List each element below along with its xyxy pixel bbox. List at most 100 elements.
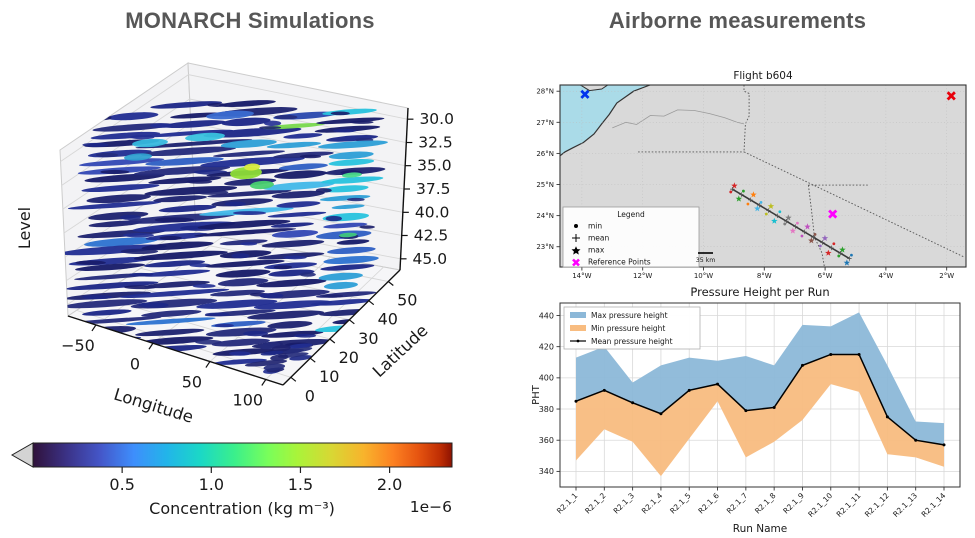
pressure-ylabel: PHT [531, 384, 542, 405]
svg-text:1.0: 1.0 [199, 475, 224, 494]
track-max-marker [825, 249, 832, 256]
colorbar-gradient [32, 442, 453, 468]
run-tick-label: R2.1_13 [891, 491, 919, 519]
svg-text:8°W: 8°W [757, 272, 772, 280]
reference-point-marker [580, 89, 590, 99]
right-panel-title: Airborne measurements [608, 8, 867, 33]
flight-track [580, 89, 956, 266]
svg-text:50: 50 [182, 373, 202, 392]
run-tick-label: R2.1_3 [612, 491, 637, 516]
svg-text:45.0: 45.0 [413, 250, 448, 268]
svg-text:0.5: 0.5 [109, 475, 134, 494]
run-tick-label: R2.1_7 [725, 491, 750, 516]
map-ocean [560, 85, 650, 156]
svg-text:24°N: 24°N [536, 212, 554, 220]
track-max-marker [731, 182, 738, 189]
scale-bar-label: 35 km [696, 257, 715, 264]
svg-text:420: 420 [539, 342, 554, 351]
reference-points-icon [572, 258, 580, 267]
svg-text:0: 0 [130, 354, 140, 373]
svg-text:380: 380 [539, 405, 554, 414]
run-tick-label: R2.1_10 [806, 491, 834, 519]
reference-point-marker [946, 91, 956, 101]
svg-text:10: 10 [319, 367, 339, 386]
left-panel-title: MONARCH Simulations [125, 8, 375, 33]
run-tick-label: R2.1_12 [863, 491, 891, 519]
svg-text:40.0: 40.0 [415, 203, 450, 221]
svg-text:37.5: 37.5 [416, 180, 451, 198]
track-max-marker [804, 223, 811, 230]
run-tick-label: R2.1_5 [668, 491, 693, 516]
svg-text:30: 30 [358, 329, 378, 348]
svg-text:100: 100 [233, 390, 264, 409]
svg-text:30.0: 30.0 [419, 110, 454, 128]
svg-text:1.5: 1.5 [288, 475, 313, 494]
legend-label-max: max [588, 246, 605, 255]
country-borders [638, 85, 964, 267]
svg-text:27°N: 27°N [536, 119, 554, 127]
svg-text:42.5: 42.5 [414, 226, 449, 244]
legend-label-min-pressure: Min pressure height [591, 324, 665, 333]
svg-text:−50: −50 [61, 336, 95, 355]
track-max-marker [754, 205, 761, 212]
svg-text:2.0: 2.0 [377, 475, 402, 494]
pressure-frame [559, 302, 961, 488]
track-max-marker [843, 259, 851, 266]
region-line [612, 109, 745, 129]
max-marker-icon [571, 246, 581, 255]
svg-text:50: 50 [397, 291, 417, 310]
map-title: Flight b604 [733, 70, 793, 82]
run-tick-label: R2.1_14 [920, 491, 948, 519]
svg-text:0: 0 [305, 386, 315, 405]
map-legend: Legend min mean max Reference Points [562, 206, 700, 268]
track-max-marker [785, 214, 792, 221]
svg-text:10°W: 10°W [694, 272, 713, 280]
svg-text:6°W: 6°W [818, 272, 833, 280]
track-max-marker [771, 217, 778, 224]
z-axis-label: Level [15, 207, 34, 249]
svg-text:400: 400 [539, 374, 554, 383]
legend-label-mean: mean [588, 234, 610, 243]
pressure-height-chart: Pressure Height per Run 340 360 380 400 420 4… [531, 285, 961, 535]
run-tick-label: R2.1_8 [753, 491, 778, 516]
flight-map-chart: Flight b604 14°W 12°W 10°W 8°W 6°W 4°W 2°W 28°N… [536, 70, 967, 280]
colorbar: 0.5 1.0 1.5 2.0 Concentration (kg m⁻³) 1e−6 [10, 442, 453, 518]
svg-text:35.0: 35.0 [417, 157, 452, 175]
svg-text:28°N: 28°N [536, 88, 554, 96]
svg-text:14°W: 14°W [572, 272, 591, 280]
legend-label-max-pressure: Max pressure height [591, 311, 668, 320]
colorbar-label: Concentration (kg m⁻³) [149, 499, 335, 518]
svg-text:360: 360 [539, 436, 554, 445]
colorbar-extend-arrow [10, 442, 34, 468]
max-pressure-band [576, 312, 944, 445]
min-legend-swatch [570, 325, 586, 331]
run-tick-label: R2.1_9 [781, 491, 806, 516]
coast-sliver [579, 85, 609, 92]
svg-text:20: 20 [339, 348, 359, 367]
legend-label-min: min [588, 222, 602, 231]
map-tick-labels: 14°W 12°W 10°W 8°W 6°W 4°W 2°W 28°N 27°N 26°N 25°N… [536, 88, 954, 280]
legend-label-reference-points: Reference Points [588, 258, 651, 267]
track-max-marker [839, 246, 846, 253]
svg-text:2°W: 2°W [939, 272, 954, 280]
pressure-title: Pressure Height per Run [690, 285, 829, 299]
track-max-marker [767, 202, 775, 209]
track-max-marker [735, 195, 743, 202]
track-max-marker [789, 227, 797, 234]
run-tick-label: R2.1_6 [696, 491, 721, 516]
svg-text:23°N: 23°N [536, 243, 554, 251]
svg-text:26°N: 26°N [536, 150, 554, 158]
svg-text:32.5: 32.5 [418, 134, 453, 152]
pressure-series [574, 312, 946, 477]
mean-legend-glyph [570, 339, 586, 343]
run-tick-label: R2.1_2 [583, 491, 608, 516]
mean-pressure-line [575, 353, 945, 446]
pressure-legend: Max pressure height Min pressure height … [563, 306, 701, 350]
run-tick-label: R2.1_4 [640, 491, 665, 516]
pressure-xlabel: Run Name [733, 523, 787, 535]
coastline [560, 85, 651, 157]
map-legend-title: Legend [617, 210, 645, 219]
